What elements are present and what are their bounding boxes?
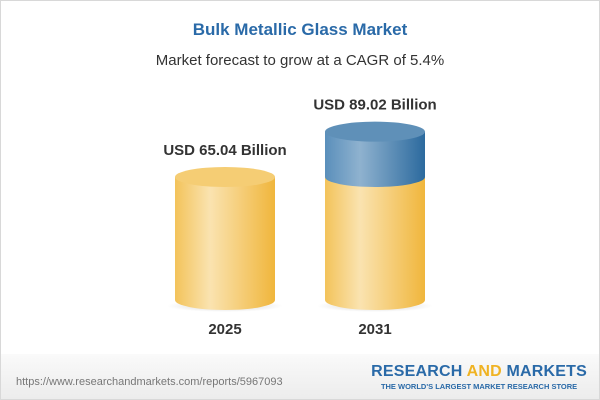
cylinder-chart: USD 65.04 Billion 2025 USD 89.02 Billion 20… xyxy=(163,97,436,338)
source-url[interactable]: https://www.researchandmarkets.com/repor… xyxy=(16,376,283,388)
bar-base-2025 xyxy=(175,177,275,310)
category-label: 2031 xyxy=(358,321,391,338)
research-and-markets-logo: RESEARCH AND MARKETS THE WORLD'S LARGEST… xyxy=(371,363,587,391)
bar-base-2031 xyxy=(325,177,425,310)
bar-top-2025 xyxy=(175,167,275,187)
bar-growth-2031 xyxy=(325,131,425,187)
footer: https://www.researchandmarkets.com/repor… xyxy=(1,354,599,399)
data-label: USD 89.02 Billion xyxy=(313,97,436,114)
chart-title: Bulk Metallic Glass Market xyxy=(192,20,408,39)
bar-top-2031 xyxy=(325,121,425,142)
data-label: USD 65.04 Billion xyxy=(163,142,286,159)
category-label: 2025 xyxy=(208,321,241,338)
chart-subtitle: Market forecast to grow at a CAGR of 5.4… xyxy=(155,52,445,69)
